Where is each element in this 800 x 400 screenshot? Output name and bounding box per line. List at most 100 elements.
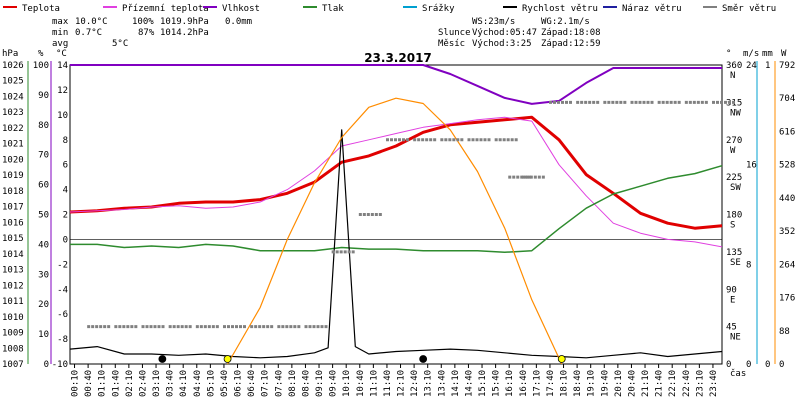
w-tick-616: 616 [779, 127, 795, 137]
wind-dir-point-22-4 [673, 100, 677, 104]
wind-dir-point-22-0 [657, 100, 661, 104]
wind-dir-point-22-3 [669, 100, 673, 104]
wind-dir-point-6-2 [258, 325, 262, 329]
x-tick-1: 00:40 [84, 370, 94, 397]
wind-dir-point-17-0 [521, 175, 525, 179]
wind-dir-point-14-5 [487, 138, 491, 142]
x-tick-23: 11:40 [383, 370, 393, 397]
wind-dir-point-20-0 [603, 100, 607, 104]
stats-min-label: min [52, 28, 68, 38]
wind-dir-point-18-3 [561, 100, 564, 104]
ws-value: WS:23m/s [472, 17, 515, 27]
x-tick-28: 14:10 [451, 370, 461, 397]
legend-label-0: Teplota [22, 4, 60, 14]
moon-set: Západ:12:59 [541, 39, 601, 49]
series-line-5 [227, 97, 563, 365]
wind-dir-point-4-0 [195, 325, 199, 329]
degc-tick--8: -8 [57, 335, 68, 345]
wind-dir-point-18-4 [565, 100, 568, 104]
wind-dir-point-15-0 [494, 138, 498, 142]
degc-tick-6: 6 [63, 161, 68, 171]
wind-dir-point-2-5 [161, 325, 165, 329]
degc-tick-8: 8 [63, 136, 68, 146]
w-tick-792: 792 [779, 61, 795, 71]
wg-value: WG:2.1m/s [541, 17, 590, 27]
moonset-marker [419, 355, 428, 363]
wind-dir-point-8-0 [304, 325, 308, 329]
x-tick-22: 11:10 [369, 370, 379, 397]
x-tick-13: 06:40 [247, 370, 257, 397]
sunrise-marker [223, 355, 232, 363]
series-line-1 [69, 116, 723, 248]
x-tick-32: 16:10 [505, 370, 515, 397]
x-tick-10: 05:10 [206, 370, 216, 397]
legend-label-2: Vlhkost [222, 4, 260, 14]
hpa-tick-1024: 1024 [2, 92, 24, 102]
wind-dir-point-12-2 [421, 138, 425, 142]
wind-dir-point-11-0 [386, 138, 389, 142]
w-tick-264: 264 [779, 260, 795, 270]
wind-dir-point-19-1 [580, 100, 584, 104]
wind-dir-point-12-1 [417, 138, 421, 142]
wind-dir-point-8-2 [312, 325, 316, 329]
wind-dir-point-3-1 [172, 325, 176, 329]
wind-dir-point-5-4 [239, 325, 242, 329]
wind-dir-point-1-1 [118, 325, 122, 329]
wind-dir-point-20-2 [611, 100, 615, 104]
mm-tick-1: 1 [765, 61, 770, 71]
wind-dir-point-23-0 [684, 100, 688, 104]
wind-dir-point-2-2 [149, 325, 153, 329]
wind-dir-point-5-1 [227, 325, 230, 329]
x-tick-15: 07:40 [274, 370, 284, 397]
wind-dir-point-21-1 [634, 100, 638, 104]
ms-tick-0: 0 [746, 360, 751, 370]
x-tick-24: 12:10 [397, 370, 407, 397]
series-line-3 [70, 164, 723, 254]
x-tick-20: 10:10 [342, 370, 352, 397]
wind-dir-point-6-0 [250, 325, 254, 329]
wind-dir-point-15-5 [514, 138, 518, 142]
wind-dir-point-10-0 [358, 213, 362, 216]
degc-tick--4: -4 [57, 285, 68, 295]
wind-dir-point-3-3 [180, 325, 184, 329]
pct-tick-20: 20 [38, 300, 49, 310]
wind-dir-point-3-4 [184, 325, 188, 329]
wind-dir-point-20-3 [615, 100, 619, 104]
degc-tick--10: -10 [52, 360, 68, 370]
hpa-tick-1007: 1007 [2, 360, 24, 370]
x-tick-16: 08:10 [288, 370, 298, 397]
wind-dir-point-21-3 [642, 100, 646, 104]
wind-dir-point-21-2 [638, 100, 642, 104]
wind-dir-point-20-1 [607, 100, 611, 104]
wind-dir-point-0-3 [99, 325, 103, 329]
wind-dir-point-11-1 [390, 138, 393, 142]
x-tick-35: 17:40 [546, 370, 556, 397]
wind-dir-point-17-1 [525, 175, 529, 179]
wind-dir-point-17-4 [537, 175, 541, 179]
x-tick-26: 13:10 [424, 370, 434, 397]
legend-label-7: Směr větru [722, 4, 776, 14]
x-tick-11: 05:40 [220, 370, 230, 397]
deg-tick-6: 270 [726, 136, 742, 146]
wind-dir-point-21-5 [650, 100, 654, 104]
stats-min-temp: 0.7°C [75, 28, 102, 38]
wind-dir-point-6-3 [262, 325, 266, 329]
wind-dir-point-10-5 [378, 213, 382, 216]
x-tick-44: 22:10 [668, 370, 678, 397]
deg-tick-2: 90 [726, 285, 737, 295]
series-line-4 [69, 129, 723, 359]
series-line-2 [70, 64, 722, 105]
x-tick-30: 15:10 [478, 370, 488, 397]
wind-dir-point-1-5 [134, 325, 138, 329]
wind-dir-point-11-3 [398, 138, 401, 142]
degc-tick-2: 2 [63, 211, 68, 221]
wind-dir-point-4-3 [207, 325, 211, 329]
wind-dir-point-7-5 [297, 325, 301, 329]
wind-dir-point-16-3 [520, 175, 524, 179]
stats-avg-label: avg [52, 39, 68, 49]
wind-dir-point-23-4 [700, 100, 704, 104]
sunset-marker [557, 355, 566, 363]
wind-dir-point-0-1 [91, 325, 95, 329]
w-tick-352: 352 [779, 227, 795, 237]
